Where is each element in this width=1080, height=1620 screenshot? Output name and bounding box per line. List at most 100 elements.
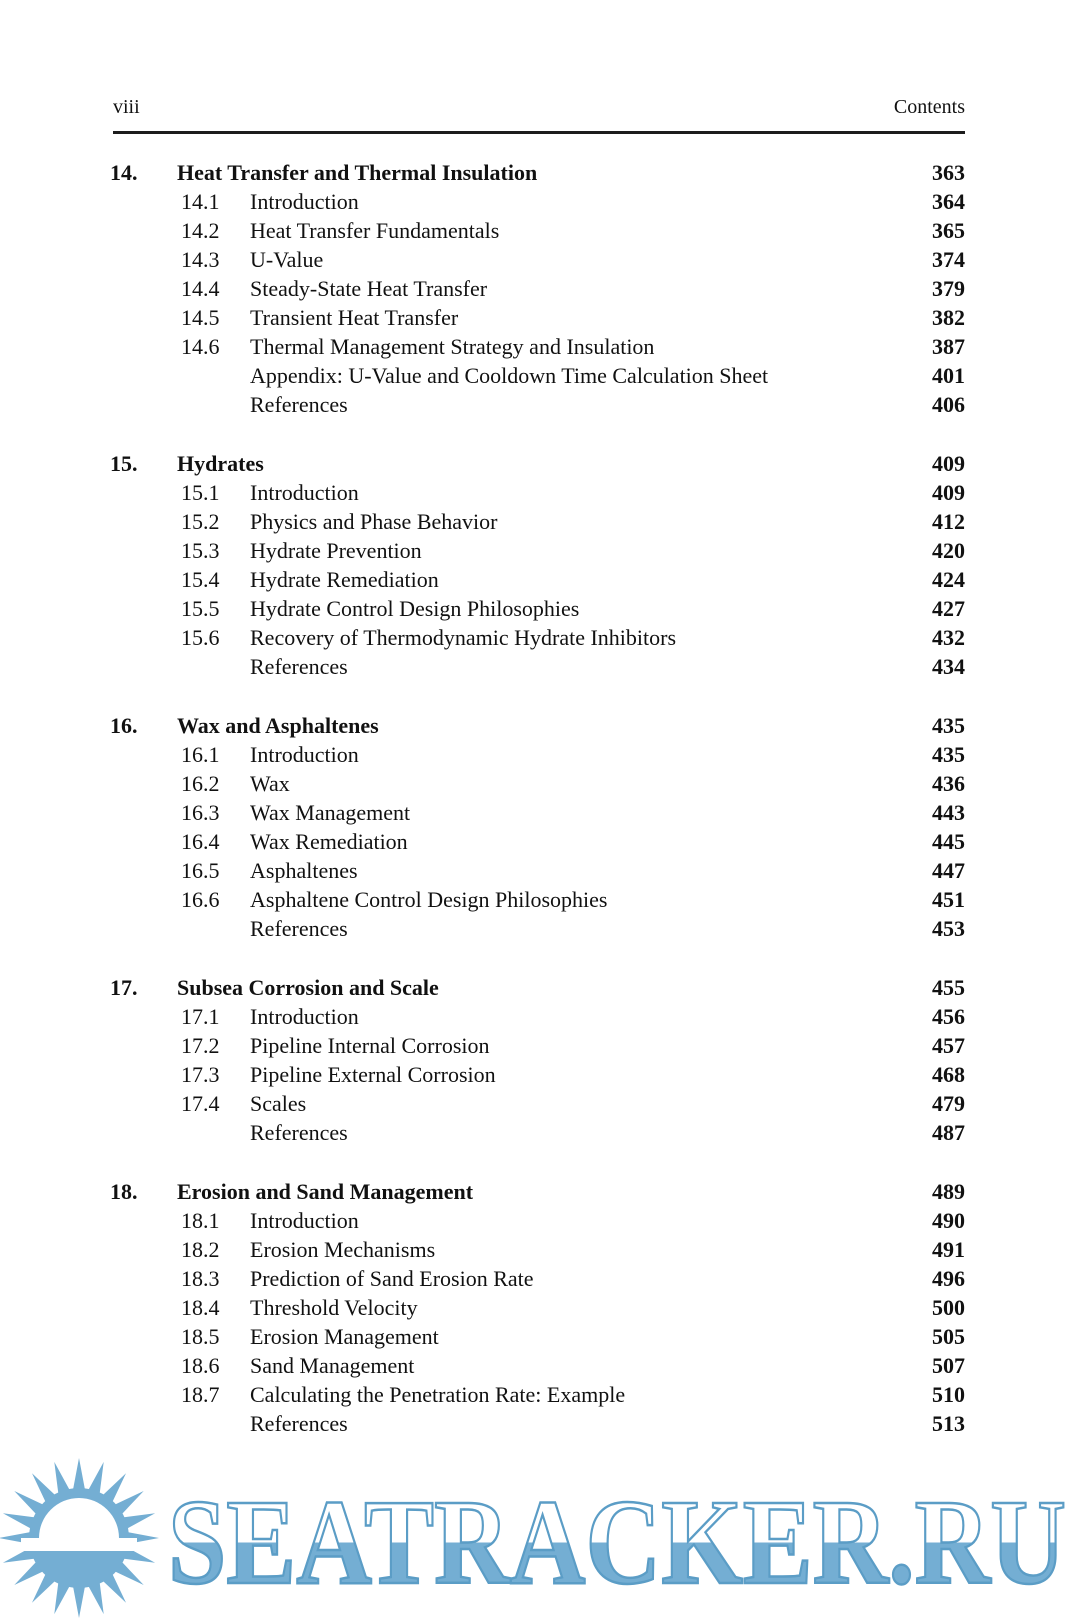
- entry-page-number: 479: [932, 1091, 965, 1116]
- entry-page-number: 443: [932, 800, 965, 825]
- chapter-number: 16.: [110, 713, 138, 738]
- entry-title: References: [250, 392, 348, 417]
- entry-page-number: 374: [932, 247, 965, 272]
- entry-page-number: 435: [932, 742, 965, 767]
- toc-entry-row: 16.5 Asphaltenes 447: [110, 856, 965, 885]
- toc-entry-row: References 513: [110, 1409, 965, 1438]
- entry-page-number: 379: [932, 276, 965, 301]
- entry-number: 15.3: [181, 538, 220, 563]
- entry-number: 16.2: [181, 771, 220, 796]
- entry-title: Erosion Management: [250, 1324, 439, 1349]
- entry-number: 15.4: [181, 567, 220, 592]
- entry-page-number: 505: [932, 1324, 965, 1349]
- entry-title: Steady-State Heat Transfer: [250, 276, 488, 301]
- entry-title: Wax: [250, 771, 290, 796]
- entry-title: Asphaltenes: [250, 858, 358, 883]
- chapter-page-number: 489: [932, 1179, 965, 1204]
- entry-number: 18.4: [181, 1295, 220, 1320]
- chapter-heading-row: 17. Subsea Corrosion and Scale 455: [110, 973, 965, 1002]
- toc-entry-row: 15.2 Physics and Phase Behavior 412: [110, 507, 965, 536]
- entry-page-number: 382: [932, 305, 965, 330]
- toc-entry-row: 15.4 Hydrate Remediation 424: [110, 565, 965, 594]
- toc-entry-row: 17.3 Pipeline External Corrosion 468: [110, 1060, 965, 1089]
- entry-page-number: 451: [932, 887, 965, 912]
- entry-title: Introduction: [250, 189, 359, 214]
- chapter-title: Wax and Asphaltenes: [177, 713, 379, 738]
- toc-entry-row: References 434: [110, 652, 965, 681]
- entry-page-number: 364: [932, 189, 965, 214]
- entry-page-number: 447: [932, 858, 965, 883]
- toc-entry-row: 16.2 Wax 436: [110, 769, 965, 798]
- chapter-heading-row: 18. Erosion and Sand Management 489: [110, 1177, 965, 1206]
- entry-page-number: 427: [932, 596, 965, 621]
- toc-entry-row: 15.1 Introduction 409: [110, 478, 965, 507]
- entry-title: Wax Management: [250, 800, 411, 825]
- entry-page-number: 500: [932, 1295, 965, 1320]
- toc-entry-row: 18.5 Erosion Management 505: [110, 1322, 965, 1351]
- page-header: viii Contents: [113, 96, 965, 134]
- entry-page-number: 401: [932, 363, 965, 388]
- entry-page-number: 490: [932, 1208, 965, 1233]
- entry-number: 14.4: [181, 276, 220, 301]
- toc-chapter: 18. Erosion and Sand Management 489 18.1 Int…: [110, 1177, 965, 1438]
- entry-page-number: 432: [932, 625, 965, 650]
- toc-entry-row: 16.6 Asphaltene Control Design Philosophi…: [110, 885, 965, 914]
- chapter-number: 18.: [110, 1179, 138, 1204]
- toc-entry-row: 14.3 U-Value 374: [110, 245, 965, 274]
- entry-page-number: 453: [932, 916, 965, 941]
- chapter-heading-row: 16. Wax and Asphaltenes 435: [110, 711, 965, 740]
- chapter-page-number: 409: [932, 451, 965, 476]
- entry-title: Prediction of Sand Erosion Rate: [250, 1266, 534, 1291]
- entry-page-number: 491: [932, 1237, 965, 1262]
- entry-title: Recovery of Thermodynamic Hydrate Inhibi…: [250, 625, 677, 650]
- entry-title: Hydrate Remediation: [250, 567, 439, 592]
- entry-page-number: 445: [932, 829, 965, 854]
- entry-number: 18.5: [181, 1324, 220, 1349]
- entry-title: Threshold Velocity: [250, 1295, 418, 1320]
- toc-entry-row: 15.5 Hydrate Control Design Philosophies 4…: [110, 594, 965, 623]
- toc-entry-row: 18.7 Calculating the Penetration Rate: Ex…: [110, 1380, 965, 1409]
- entry-title: Wax Remediation: [250, 829, 408, 854]
- entry-page-number: 457: [932, 1033, 965, 1058]
- entry-title: Introduction: [250, 1004, 359, 1029]
- entry-page-number: 387: [932, 334, 965, 359]
- entry-number: 16.4: [181, 829, 220, 854]
- entry-title: Heat Transfer Fundamentals: [250, 218, 500, 243]
- entry-title: References: [250, 654, 348, 679]
- entry-page-number: 420: [932, 538, 965, 563]
- toc-entry-row: 18.6 Sand Management 507: [110, 1351, 965, 1380]
- entry-title: Sand Management: [250, 1353, 415, 1378]
- entry-number: 15.5: [181, 596, 220, 621]
- chapter-heading-row: 14. Heat Transfer and Thermal Insulation 3…: [110, 158, 965, 187]
- toc-entry-row: 14.1 Introduction 364: [110, 187, 965, 216]
- entry-number: 17.3: [181, 1062, 220, 1087]
- entry-number: 14.3: [181, 247, 220, 272]
- toc-entry-row: 17.2 Pipeline Internal Corrosion 457: [110, 1031, 965, 1060]
- entry-title: Pipeline External Corrosion: [250, 1062, 496, 1087]
- entry-page-number: 456: [932, 1004, 965, 1029]
- entry-title: Physics and Phase Behavior: [250, 509, 498, 534]
- toc-chapter: 14. Heat Transfer and Thermal Insulation 3…: [110, 158, 965, 419]
- toc-entry-row: References 453: [110, 914, 965, 943]
- entry-number: 18.2: [181, 1237, 220, 1262]
- entry-title: References: [250, 916, 348, 941]
- entry-number: 14.6: [181, 334, 220, 359]
- toc-chapter: 17. Subsea Corrosion and Scale 455 17.1 Intr…: [110, 973, 965, 1147]
- toc-entry-row: References 406: [110, 390, 965, 419]
- entry-number: 18.3: [181, 1266, 220, 1291]
- entry-title: Appendix: U-Value and Cooldown Time Calc…: [250, 363, 769, 388]
- entry-title: Calculating the Penetration Rate: Exampl…: [250, 1382, 626, 1407]
- entry-title: Transient Heat Transfer: [250, 305, 459, 330]
- entry-page-number: 510: [932, 1382, 965, 1407]
- toc-entry-row: References 487: [110, 1118, 965, 1147]
- toc-entry-row: 18.2 Erosion Mechanisms 491: [110, 1235, 965, 1264]
- entry-title: References: [250, 1411, 348, 1436]
- toc-entry-row: 17.1 Introduction 456: [110, 1002, 965, 1031]
- entry-page-number: 406: [932, 392, 965, 417]
- entry-page-number: 434: [932, 654, 965, 679]
- entry-page-number: 365: [932, 218, 965, 243]
- watermark-text: SEATRACKER.RU: [168, 1475, 1066, 1610]
- toc-chapter: 15. Hydrates 409 15.1 Introduction 409 15.2 Phy…: [110, 449, 965, 681]
- entry-title: Erosion Mechanisms: [250, 1237, 436, 1262]
- toc-entry-row: 14.5 Transient Heat Transfer 382: [110, 303, 965, 332]
